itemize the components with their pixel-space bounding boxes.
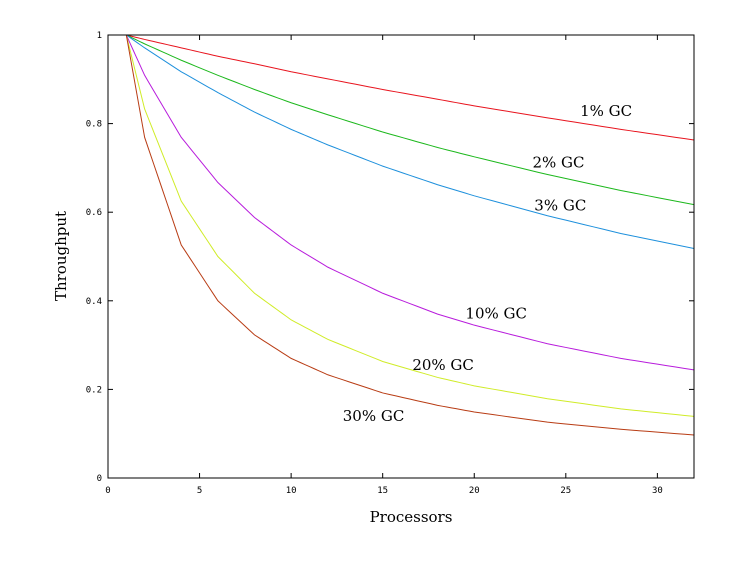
series-label-2pct-gc: 2% GC (532, 154, 584, 172)
series-line-1pct-gc (126, 34, 695, 141)
series-layer (125, 34, 695, 436)
series-label-10pct-gc: 10% GC (465, 305, 527, 323)
x-tick-label: 15 (377, 486, 388, 496)
y-tick-label: 0.4 (86, 297, 102, 307)
y-tick-label: 0 (97, 474, 102, 484)
x-tick-label: 0 (105, 486, 110, 496)
ticks-layer: 0 5 10 15 20 25 30 0 0.2 0.4 0.6 0.8 1 (86, 31, 694, 496)
series-label-30pct-gc: 30% GC (343, 407, 405, 425)
y-tick-label: 0.6 (86, 208, 102, 218)
series-line-2pct-gc (126, 34, 695, 206)
series-label-3pct-gc: 3% GC (534, 197, 586, 215)
x-tick-label: 30 (652, 486, 663, 496)
x-tick-label: 20 (469, 486, 480, 496)
plot-frame (107, 34, 695, 479)
series-line-3pct-gc (126, 34, 695, 250)
x-tick-label: 25 (560, 486, 571, 496)
x-axis-title: Processors (370, 508, 453, 526)
y-axis-title: Throughput (52, 211, 70, 301)
y-tick-label: 1 (97, 31, 102, 41)
y-tick-label: 0.2 (86, 385, 102, 395)
x-tick-label: 10 (286, 486, 297, 496)
series-line-10pct-gc (125, 34, 695, 371)
series-label-1pct-gc: 1% GC (580, 102, 632, 120)
series-line-30pct-gc (125, 34, 695, 436)
y-tick-label: 0.8 (86, 120, 102, 130)
series-label-20pct-gc: 20% GC (412, 356, 474, 374)
x-tick-label: 5 (197, 486, 202, 496)
series-labels: 1% GC 2% GC 3% GC 10% GC 20% GC 30% GC (343, 102, 632, 425)
series-line-20pct-gc (125, 34, 695, 417)
